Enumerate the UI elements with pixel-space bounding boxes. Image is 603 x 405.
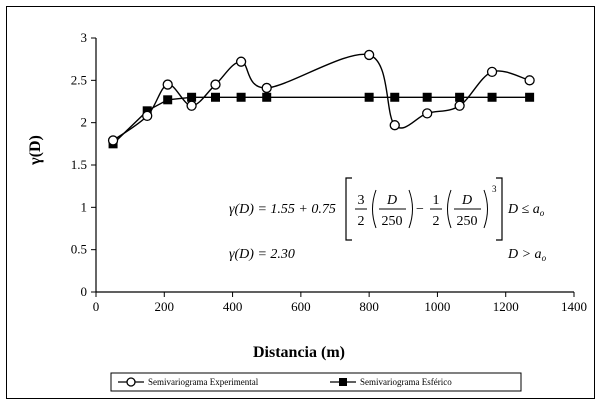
legend-box <box>110 372 522 392</box>
eq1-right-bracket <box>496 177 503 241</box>
data-point-esferico <box>390 92 400 102</box>
x-tick-label: 1000 <box>424 299 450 314</box>
eq1-paren-close-1 <box>408 189 413 229</box>
eq1-condition: D ≤ ao <box>507 202 545 218</box>
eq1-paren-open-2 <box>447 189 452 229</box>
axes: 0 200 400 600 800 1000 1200 1400 0 0.5 1 1.5 2 2.5 3 <box>71 30 587 314</box>
equation-1: γ(D) = 1.55 + 0.75 3 2 D 250 − 1 2 D 250… <box>229 177 545 241</box>
legend: Semivariograma Experimental Semivariogra… <box>110 372 522 392</box>
series-markers <box>107 49 535 149</box>
data-point-experimental <box>261 82 272 94</box>
eq1-frac1-den: 2 <box>358 214 365 229</box>
data-point-esferico <box>163 95 173 105</box>
y-tick-label: 3 <box>81 30 88 45</box>
eq1-frac4-num: D <box>461 193 472 208</box>
equation-2: γ(D) = 2.30 D > ao <box>229 247 547 263</box>
eq1-frac3-den: 2 <box>433 214 440 229</box>
data-point-experimental <box>422 108 433 119</box>
x-tick-label: 0 <box>93 299 100 314</box>
legend-label-experimental: Semivariograma Experimental <box>148 377 259 387</box>
y-axis-title: γ(D) <box>27 135 44 166</box>
data-point-experimental <box>210 79 221 90</box>
x-tick-label: 1200 <box>493 299 519 314</box>
data-point-esferico <box>211 92 220 102</box>
data-point-esferico <box>364 92 374 102</box>
data-point-experimental <box>186 100 197 111</box>
data-point-experimental <box>162 79 173 90</box>
data-point-esferico <box>487 92 497 102</box>
y-tick-label: 1.5 <box>71 157 87 172</box>
eq1-frac2-num: D <box>386 193 397 208</box>
eq1-minus: − <box>416 202 424 217</box>
data-point-experimental <box>454 100 465 111</box>
data-point-esferico <box>455 92 465 102</box>
eq1-frac1-num: 3 <box>358 193 365 208</box>
y-tick-label: 2 <box>81 115 88 130</box>
data-point-experimental <box>524 75 535 86</box>
eq1-exponent: 3 <box>492 184 497 194</box>
eq1-frac4-den: 250 <box>457 214 478 229</box>
data-point-experimental <box>235 56 247 67</box>
series-lines <box>112 53 530 145</box>
eq1-frac2-den: 250 <box>382 214 403 229</box>
data-point-experimental <box>389 120 400 131</box>
data-point-experimental <box>363 49 375 61</box>
eq1-frac3-num: 1 <box>433 193 440 208</box>
x-tick-label: 200 <box>155 299 175 314</box>
y-tick-label: 1 <box>81 199 88 214</box>
x-tick-label: 600 <box>291 299 311 314</box>
data-point-esferico <box>187 92 197 102</box>
y-tick-label: 2.5 <box>71 72 87 87</box>
data-point-esferico <box>422 92 432 102</box>
eq1-paren-open-1 <box>372 189 377 229</box>
eq2-lhs: γ(D) = 2.30 <box>229 247 295 262</box>
y-tick-label: 0 <box>81 284 88 299</box>
eq1-lhs: γ(D) = 1.55 + 0.75 <box>229 202 336 217</box>
data-point-esferico <box>262 92 272 102</box>
x-axis-title: Distancia (m) <box>253 344 345 361</box>
legend-marker-experimental <box>126 377 136 387</box>
data-point-experimental <box>142 110 153 122</box>
eq2-condition: D > ao <box>507 247 547 263</box>
series-line-esferico <box>112 96 530 145</box>
legend-marker-esferico <box>339 378 347 386</box>
x-tick-label: 800 <box>359 299 379 314</box>
x-tick-label: 1400 <box>561 299 587 314</box>
data-point-experimental <box>486 66 498 78</box>
data-point-esferico <box>525 92 535 102</box>
eq1-left-bracket <box>345 177 352 241</box>
data-point-experimental <box>107 135 119 146</box>
x-tick-label: 400 <box>223 299 243 314</box>
eq1-paren-close-2 <box>483 189 488 229</box>
legend-label-esferico: Semivariograma Esférico <box>360 377 452 387</box>
data-point-esferico <box>236 92 246 102</box>
y-tick-label: 0.5 <box>71 242 87 257</box>
